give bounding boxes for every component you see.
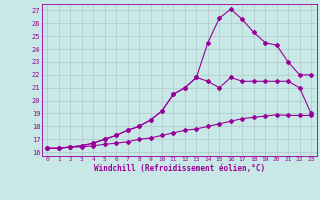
X-axis label: Windchill (Refroidissement éolien,°C): Windchill (Refroidissement éolien,°C) [94,164,265,173]
